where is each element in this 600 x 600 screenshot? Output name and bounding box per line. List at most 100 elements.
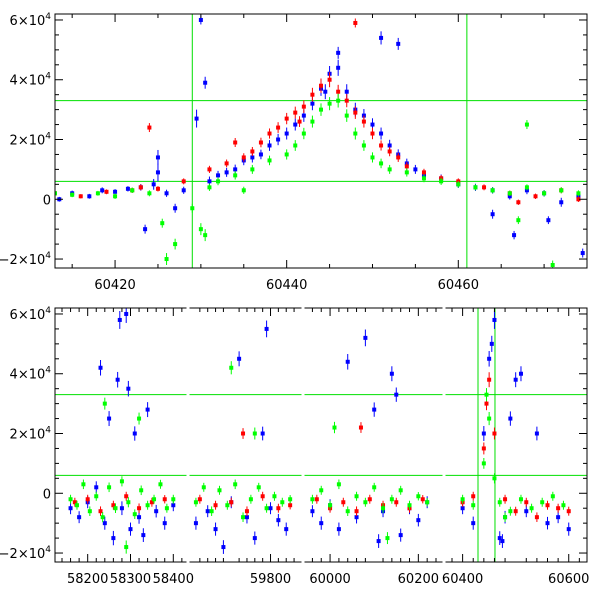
top-xtick-label: 60440 bbox=[266, 278, 307, 293]
top-green-point bbox=[284, 152, 289, 157]
bottom-blue-point bbox=[310, 509, 315, 514]
bottom-red-point bbox=[358, 425, 363, 430]
top-green-point bbox=[379, 161, 384, 166]
bottom-blue-point bbox=[500, 539, 505, 544]
top-green-point bbox=[327, 101, 332, 106]
bottom-green-point bbox=[310, 497, 315, 502]
top-red-point bbox=[396, 155, 401, 160]
bottom-green-point bbox=[529, 506, 534, 511]
top-red-point bbox=[353, 20, 358, 25]
bottom-xtick-label: 58400 bbox=[153, 572, 194, 587]
bottom-green-point bbox=[288, 497, 293, 502]
bottom-blue-point bbox=[260, 431, 265, 436]
top-red-point bbox=[241, 155, 246, 160]
top-blue-point bbox=[203, 80, 208, 85]
bottom-ytick-label: −2×104 bbox=[0, 545, 51, 562]
top-red-point bbox=[353, 110, 358, 115]
bottom-red-point bbox=[288, 503, 293, 508]
top-red-point bbox=[276, 125, 281, 130]
top-red-point bbox=[310, 92, 315, 97]
top-blue-point bbox=[512, 233, 517, 238]
bottom-green-point bbox=[332, 425, 337, 430]
top-red-point bbox=[267, 131, 272, 136]
top-xtick-label: 60420 bbox=[94, 278, 135, 293]
bottom-green-point bbox=[372, 485, 377, 490]
bottom-red-point bbox=[487, 377, 492, 382]
bottom-green-point bbox=[124, 545, 129, 550]
bottom-series-red bbox=[72, 372, 571, 522]
top-green-point bbox=[353, 131, 358, 136]
bottom-green-point bbox=[471, 503, 476, 508]
bottom-blue-point bbox=[102, 521, 107, 526]
bottom-series-green bbox=[68, 361, 566, 554]
top-panel: −2×104 0 2×104 4×104 6×104 60420 60440 60460 bbox=[0, 12, 588, 293]
bottom-green-point bbox=[385, 536, 390, 541]
top-plot-area bbox=[55, 14, 587, 268]
top-green-point bbox=[404, 170, 409, 175]
top-green-point bbox=[267, 158, 272, 163]
bottom-blue-point bbox=[137, 515, 142, 520]
top-green-point bbox=[370, 155, 375, 160]
top-blue-point bbox=[250, 155, 255, 160]
top-green-point bbox=[507, 191, 512, 196]
bottom-green-point bbox=[328, 503, 333, 508]
top-blue-point bbox=[258, 152, 263, 157]
bottom-green-point bbox=[225, 503, 230, 508]
bottom-blue-point bbox=[237, 356, 242, 361]
top-blue-point bbox=[173, 206, 178, 211]
top-red-point bbox=[576, 197, 581, 202]
bottom-green-point bbox=[518, 497, 523, 502]
bottom-blue-point bbox=[213, 527, 218, 532]
top-red-point bbox=[327, 77, 332, 82]
bottom-blue-point bbox=[416, 518, 421, 523]
bottom-green-point bbox=[68, 497, 73, 502]
bottom-blue-point bbox=[132, 431, 137, 436]
bottom-green-point bbox=[171, 497, 176, 502]
bottom-blue-point bbox=[205, 509, 210, 514]
bottom-green-point bbox=[217, 488, 222, 493]
bottom-green-point bbox=[193, 500, 198, 505]
top-red-point bbox=[147, 125, 152, 130]
top-red-point bbox=[284, 116, 289, 121]
top-blue-point bbox=[580, 251, 585, 256]
bottom-blue-point bbox=[492, 317, 497, 322]
bottom-xtick-label: 59800 bbox=[250, 572, 291, 587]
bottom-blue-point bbox=[193, 521, 198, 526]
bottom-green-point bbox=[503, 515, 508, 520]
bottom-blue-point bbox=[497, 536, 502, 541]
bottom-green-point bbox=[132, 512, 137, 517]
bottom-green-point bbox=[425, 500, 430, 505]
bottom-green-point bbox=[139, 488, 144, 493]
bottom-red-point bbox=[481, 446, 486, 451]
bottom-green-point bbox=[119, 479, 124, 484]
bottom-blue-point bbox=[141, 533, 146, 538]
bottom-axis-break-1 bbox=[301, 307, 305, 563]
bottom-red-point bbox=[471, 494, 476, 499]
top-red-point bbox=[293, 110, 298, 115]
top-red-point bbox=[516, 200, 521, 205]
bottom-red-point bbox=[244, 509, 249, 514]
bottom-green-point bbox=[381, 506, 386, 511]
top-blue-point bbox=[276, 137, 281, 142]
bottom-blue-point bbox=[119, 506, 124, 511]
bottom-plot-area bbox=[55, 308, 587, 562]
top-blue-point bbox=[310, 101, 315, 106]
top-blue-point bbox=[293, 122, 298, 127]
top-blue-point bbox=[323, 89, 328, 94]
bottom-green-point bbox=[209, 509, 214, 514]
top-green-point bbox=[233, 173, 238, 178]
top-red-point bbox=[78, 194, 83, 199]
bottom-xtick-label: 60000 bbox=[309, 572, 350, 587]
bottom-ytick-label: 4×104 bbox=[10, 366, 52, 383]
top-blue-point bbox=[216, 173, 221, 178]
bottom-green-point bbox=[336, 482, 341, 487]
top-series-blue bbox=[57, 15, 585, 258]
top-blue-point bbox=[155, 170, 160, 175]
bottom-green-point bbox=[484, 392, 489, 397]
bottom-blue-point bbox=[376, 539, 381, 544]
bottom-blue-point bbox=[244, 515, 249, 520]
top-blue-point bbox=[155, 155, 160, 160]
top-blue-point bbox=[301, 113, 306, 118]
bottom-blue-point bbox=[126, 386, 131, 391]
bottom-red-point bbox=[484, 401, 489, 406]
